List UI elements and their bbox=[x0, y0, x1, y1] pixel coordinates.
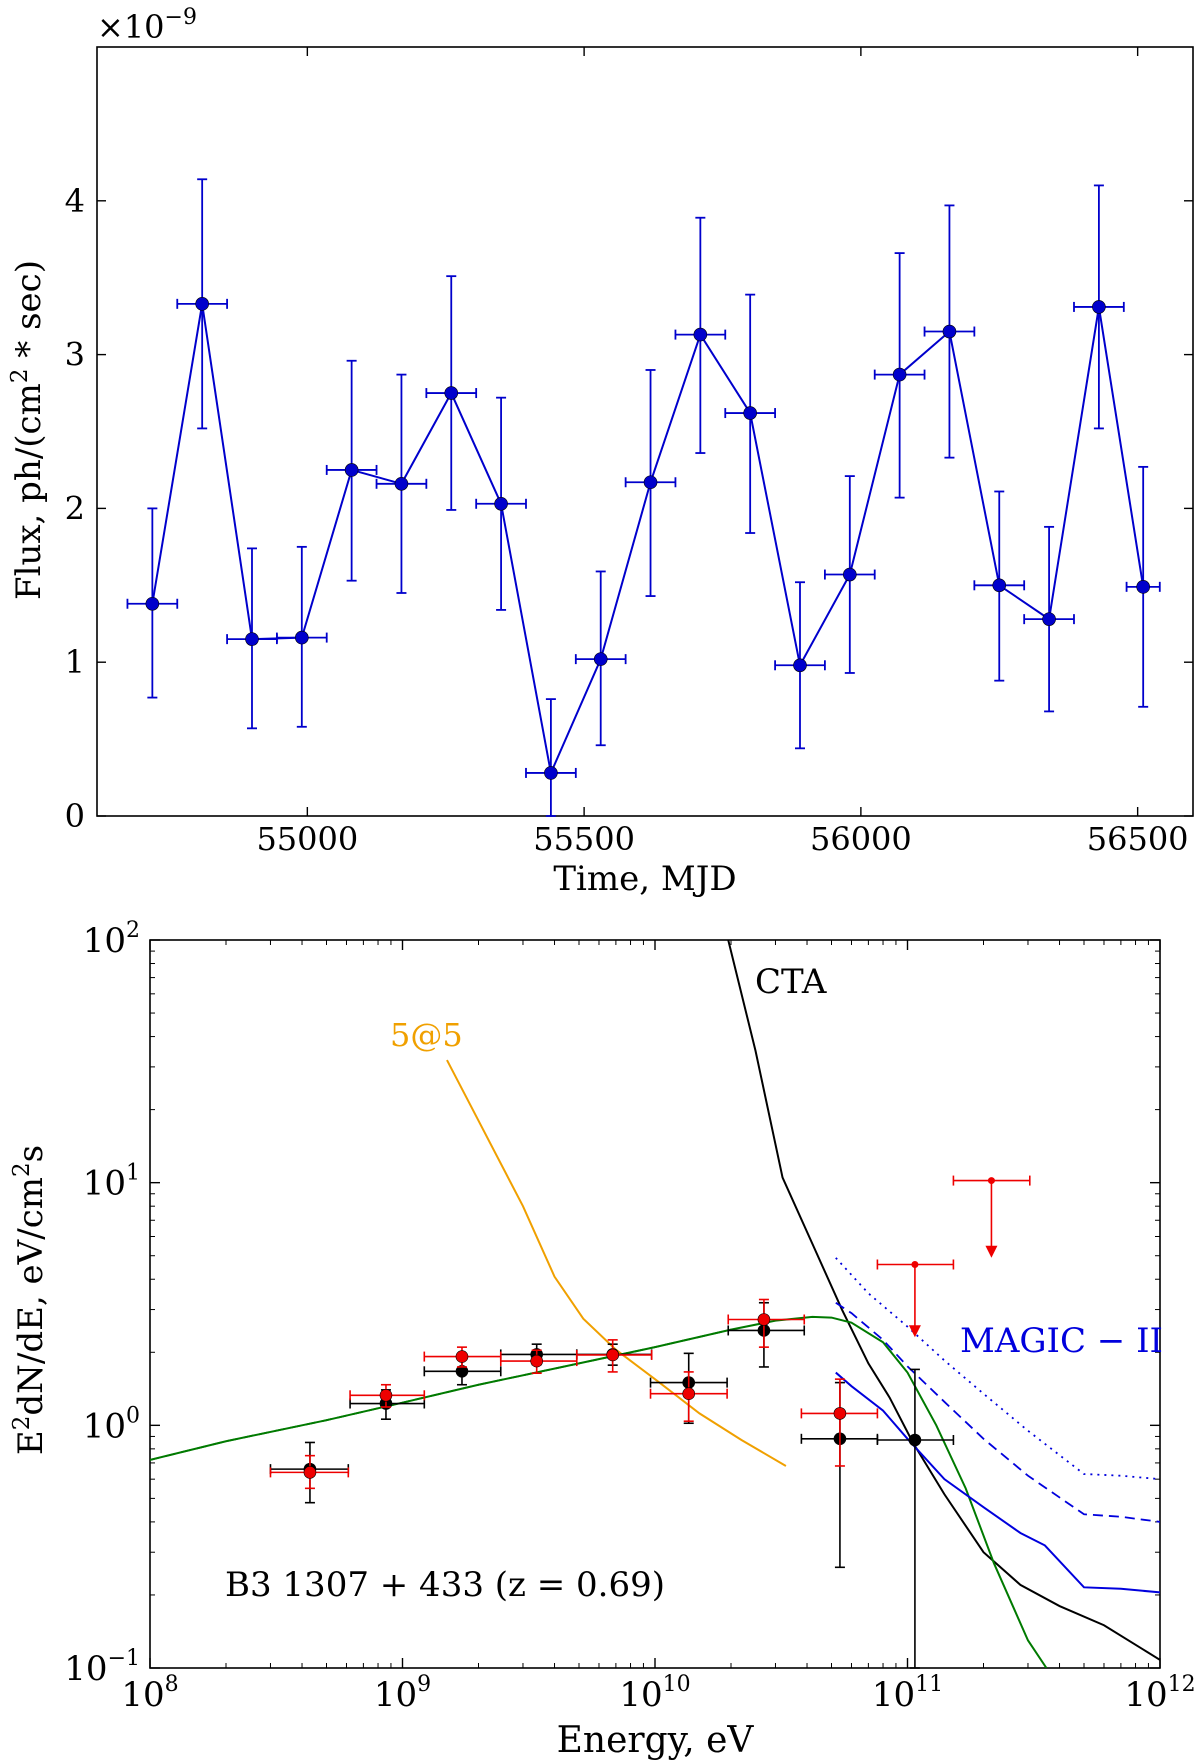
curve-magic-ii-dashed bbox=[835, 1301, 1160, 1523]
sed-data-points bbox=[269, 1175, 1031, 1669]
x-tick-label: 55500 bbox=[533, 820, 635, 858]
data-point bbox=[245, 632, 259, 646]
light-curve-offset-text: ×10−9 bbox=[97, 5, 197, 46]
light-curve-x-label: Time, MJD bbox=[553, 859, 736, 899]
y-tick-label: 102 bbox=[83, 918, 140, 961]
curve-cta bbox=[727, 940, 1160, 1661]
data-point bbox=[394, 476, 409, 491]
data-point bbox=[593, 652, 608, 666]
y-tick-label: 3 bbox=[65, 336, 85, 374]
data-point bbox=[530, 1354, 543, 1368]
y-tick-label: 0 bbox=[65, 797, 85, 835]
data-point bbox=[303, 1466, 317, 1479]
upper-limit-arrow-head bbox=[908, 1325, 921, 1338]
x-tick-label: 1012 bbox=[1124, 1672, 1195, 1715]
sed-y-label: E2dN/dE, eV/cm2s bbox=[9, 1145, 51, 1455]
sed-curves bbox=[150, 940, 1160, 1668]
upper-limit-point bbox=[911, 1261, 919, 1269]
data-point bbox=[1042, 612, 1056, 626]
data-point bbox=[892, 367, 907, 382]
sed-axes-frame bbox=[149, 939, 1161, 1669]
data-point bbox=[145, 596, 160, 611]
data-point bbox=[908, 1433, 922, 1447]
curve-5-5 bbox=[446, 1059, 787, 1467]
curve-magic-ii-solid bbox=[835, 1371, 1160, 1594]
x-tick-label: 1010 bbox=[619, 1672, 690, 1715]
x-tick-label: 56500 bbox=[1087, 820, 1189, 858]
cta-label: CTA bbox=[755, 962, 827, 1002]
x-tick-label: 56000 bbox=[810, 820, 912, 858]
light-curve-y-label: Flux, ph/(cm2 * sec) bbox=[7, 260, 49, 600]
data-point bbox=[942, 324, 957, 339]
x-tick-label: 55000 bbox=[256, 820, 358, 858]
data-point bbox=[757, 1313, 771, 1326]
magic-label: MAGIC − II bbox=[960, 1321, 1163, 1361]
data-point bbox=[682, 1387, 696, 1401]
light-curve-ticks bbox=[97, 47, 1193, 817]
data-point bbox=[444, 386, 459, 400]
x-tick-label: 1011 bbox=[872, 1672, 943, 1715]
data-point bbox=[379, 1388, 393, 1402]
y-tick-label: 2 bbox=[65, 489, 85, 527]
data-point bbox=[1092, 300, 1106, 314]
light-curve-series bbox=[126, 178, 1161, 817]
x-tick-label: 109 bbox=[374, 1672, 431, 1715]
data-point bbox=[606, 1348, 620, 1362]
x-tick-label: 108 bbox=[121, 1672, 178, 1715]
data-point bbox=[544, 766, 558, 780]
y-tick-label: 1 bbox=[65, 643, 85, 681]
data-point bbox=[833, 1407, 847, 1420]
light-curve-axes-frame bbox=[96, 46, 1194, 817]
sed-x-label: Energy, eV bbox=[557, 1720, 755, 1761]
source-label: B3 1307 + 433 (z = 0.69) bbox=[225, 1565, 665, 1605]
data-point bbox=[693, 327, 708, 342]
data-point bbox=[344, 463, 359, 477]
sed-tick-labels: 108 109 1010 1011 1012 10−1 100 101 102 bbox=[64, 918, 1195, 1715]
y-tick-label: 101 bbox=[83, 1161, 140, 1204]
data-point bbox=[643, 475, 658, 490]
fiveatfive-label: 5@5 bbox=[390, 1016, 463, 1054]
upper-limit-point bbox=[987, 1177, 995, 1185]
curve-magic-ii-dotted bbox=[835, 1257, 1160, 1481]
data-point bbox=[743, 406, 757, 420]
data-point bbox=[1136, 580, 1150, 594]
y-tick-label: 4 bbox=[65, 182, 85, 220]
data-point bbox=[843, 567, 857, 582]
sed-panel: 108 109 1010 1011 1012 10−1 100 101 102 B3 1307 … bbox=[9, 918, 1196, 1761]
data-point bbox=[793, 658, 807, 673]
data-point bbox=[992, 578, 1007, 593]
y-tick-label: 100 bbox=[83, 1403, 140, 1446]
light-curve-tick-labels: 55000 55500 56000 56500 0 1 2 3 4 bbox=[65, 182, 1189, 858]
data-point bbox=[494, 496, 508, 511]
light-curve-panel: 55000 55500 56000 56500 0 1 2 3 4 ×10−9 Time, MJ… bbox=[7, 5, 1194, 899]
data-point bbox=[295, 630, 309, 645]
data-point bbox=[195, 297, 209, 311]
upper-limit-arrow-head bbox=[985, 1245, 998, 1258]
sed-ticks bbox=[149, 939, 1161, 1669]
data-point bbox=[455, 1350, 469, 1363]
curve-model-dashed bbox=[150, 1328, 732, 1461]
y-tick-label: 10−1 bbox=[64, 1646, 140, 1689]
